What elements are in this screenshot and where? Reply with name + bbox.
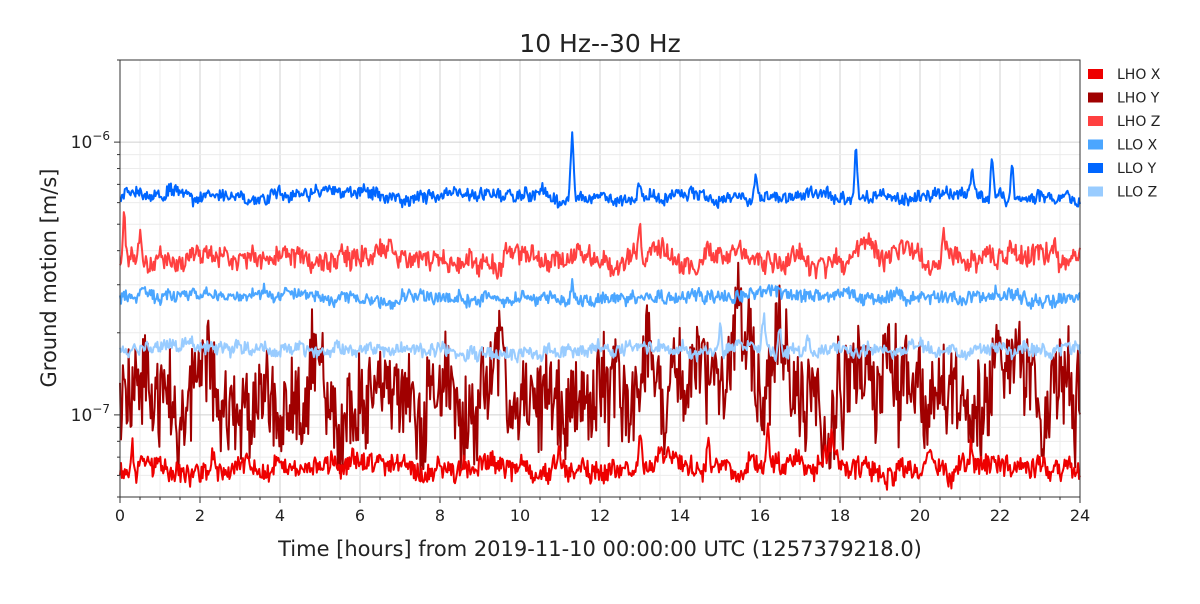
legend-label: LHO Y <box>1117 91 1160 107</box>
x-axis-label: Time [hours] from 2019-11-10 00:00:00 UT… <box>277 537 922 561</box>
legend-swatch <box>1088 69 1103 79</box>
legend-swatch <box>1088 163 1103 173</box>
x-tick-label: 18 <box>830 506 850 525</box>
y-tick-label: 10−6 <box>71 129 110 153</box>
legend-swatch <box>1088 92 1103 103</box>
grid <box>119 59 1081 498</box>
y-tick-label: 10−7 <box>71 402 110 426</box>
x-tick-label: 2 <box>195 506 205 525</box>
x-tick-label: 12 <box>590 506 610 525</box>
legend-label: LLO X <box>1117 138 1158 154</box>
series-line-llo-y <box>119 131 1081 209</box>
x-tick-label: 16 <box>750 506 770 525</box>
x-tick-label: 10 <box>510 506 530 525</box>
legend-label: LLO Z <box>1117 185 1157 201</box>
x-tick-label: 22 <box>990 506 1010 525</box>
series-layer <box>119 131 1081 491</box>
series-line-lho-y <box>119 261 1081 479</box>
x-tick-label: 20 <box>910 506 930 525</box>
legend-swatch <box>1088 186 1103 197</box>
x-tick-label: 4 <box>275 506 285 525</box>
legend-label: LHO Z <box>1117 114 1160 130</box>
legend-swatch <box>1088 116 1103 126</box>
y-axis-label: Ground motion [m/s] <box>37 169 61 388</box>
x-tick-label: 24 <box>1070 506 1090 525</box>
legend: LHO X LHO Y LHO Z LLO X LLO Y LLO Z <box>1088 67 1161 201</box>
legend-swatch <box>1088 139 1103 150</box>
x-tick-label: 8 <box>435 506 445 525</box>
x-tick-label: 14 <box>670 506 690 525</box>
series-line-llo-x <box>119 278 1081 310</box>
series-line-llo-z <box>119 312 1081 364</box>
legend-label: LHO X <box>1117 67 1161 83</box>
chart-title: 10 Hz--30 Hz <box>519 29 680 58</box>
x-tick-label: 0 <box>115 506 125 525</box>
x-tick-label: 6 <box>355 506 365 525</box>
legend-label: LLO Y <box>1117 161 1157 177</box>
series-line-lho-z <box>119 211 1081 280</box>
series-line-lho-x <box>119 422 1081 491</box>
